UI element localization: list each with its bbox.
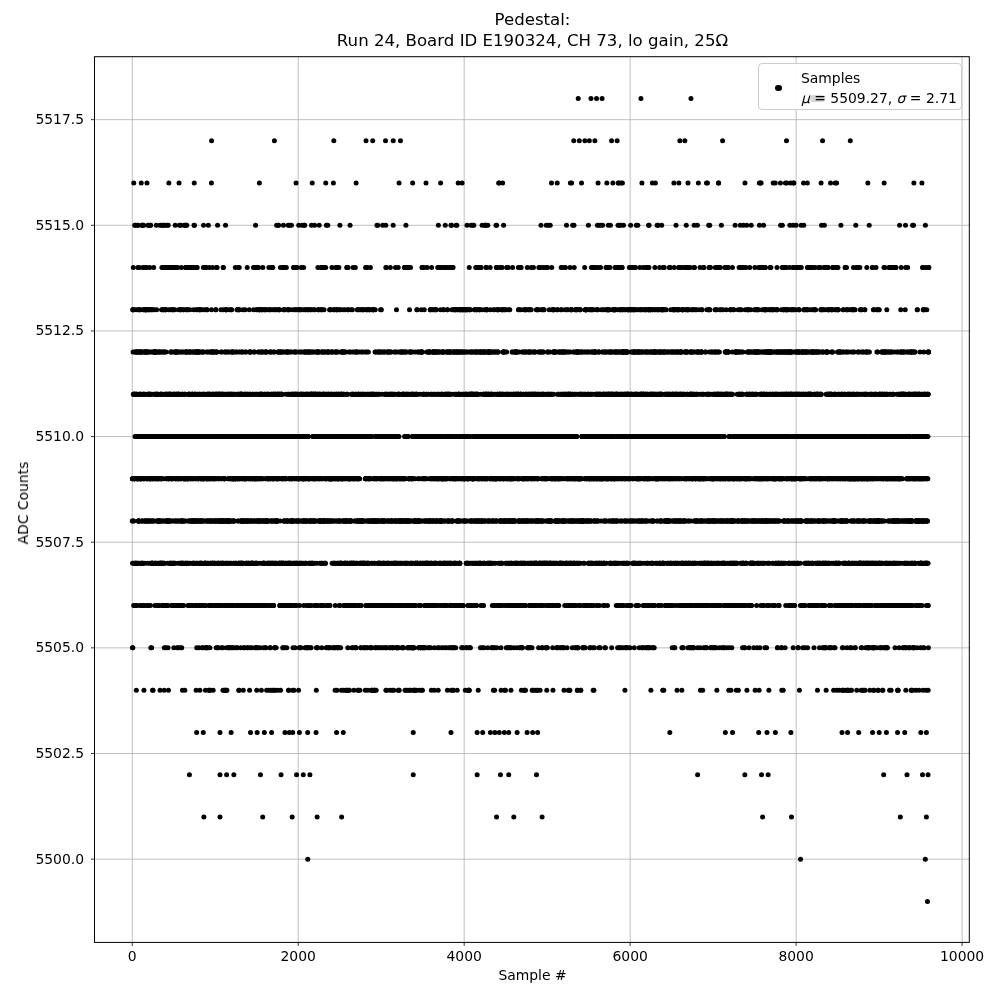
y-tick-label: 5500.0 (22, 851, 84, 868)
figure: Pedestal: Run 24, Board ID E190324, CH 7… (0, 0, 1000, 1000)
y-tick-label: 5502.5 (22, 745, 84, 762)
legend: Samples μ = 5509.27, σ = 2.71 (758, 63, 962, 110)
y-tick-label: 5517.5 (22, 111, 84, 128)
chart-title-line2: Run 24, Board ID E190324, CH 73, lo gain… (95, 31, 970, 52)
chart-title-line1: Pedestal: (95, 10, 970, 31)
y-tick-label: 5515.0 (22, 217, 84, 234)
scatter-points-layer (0, 0, 1000, 1000)
x-axis-label: Sample # (95, 967, 970, 983)
x-tick-label: 4000 (424, 948, 504, 964)
y-tick-label: 5512.5 (22, 322, 84, 339)
chart-title: Pedestal: Run 24, Board ID E190324, CH 7… (95, 10, 970, 52)
x-tick-label: 0 (92, 948, 172, 964)
x-tick-label: 10000 (922, 948, 1000, 964)
x-tick-label: 2000 (258, 948, 338, 964)
samples-dot-icon (775, 85, 782, 92)
legend-label-samples: Samples (801, 68, 860, 88)
y-axis-label: ADC Counts (15, 462, 31, 545)
y-tick-label: 5507.5 (22, 534, 84, 551)
y-tick-label: 5510.0 (22, 428, 84, 445)
legend-label-stats: μ = 5509.27, σ = 2.71 (801, 88, 957, 108)
x-tick-label: 8000 (756, 948, 836, 964)
x-tick-label: 6000 (590, 948, 670, 964)
y-tick-label: 5505.0 (22, 639, 84, 656)
